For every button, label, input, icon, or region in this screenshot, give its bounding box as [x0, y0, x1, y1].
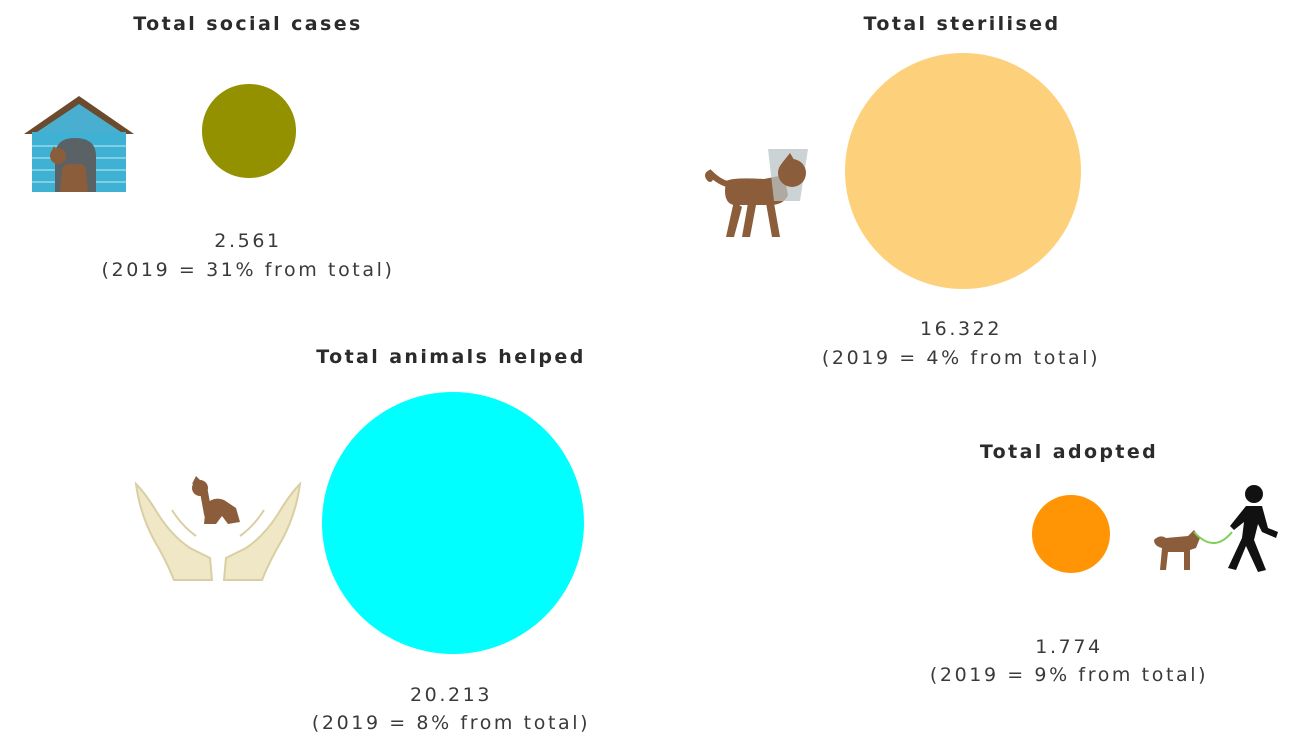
metric-note-helped: (2019 = 8% from total) — [311, 712, 591, 734]
metric-value-adopted: 1.774 — [1035, 636, 1103, 658]
metric-title-sterilised: Total sterilised — [863, 13, 1061, 35]
metric-value-sterilised: 16.322 — [919, 318, 1003, 340]
bubble-adopted — [1032, 495, 1110, 573]
metric-title-adopted: Total adopted — [979, 441, 1159, 463]
metric-title-social: Total social cases — [133, 13, 363, 35]
metric-title-helped: Total animals helped — [316, 346, 586, 368]
metric-note-social: (2019 = 31% from total) — [101, 259, 395, 281]
metric-value-helped: 20.213 — [409, 684, 493, 706]
bubble-sterilised — [845, 53, 1081, 289]
metric-note-adopted: (2019 = 9% from total) — [929, 664, 1209, 686]
bubble-social — [202, 84, 296, 178]
dog-with-cone-icon — [705, 149, 808, 237]
person-walking-dog-icon — [1154, 485, 1278, 572]
hands-holding-dog-icon — [134, 476, 302, 581]
doghouse-icon — [24, 96, 134, 192]
metric-note-sterilised: (2019 = 4% from total) — [821, 347, 1101, 369]
bubble-helped — [322, 392, 584, 654]
metric-value-social: 2.561 — [214, 230, 282, 252]
